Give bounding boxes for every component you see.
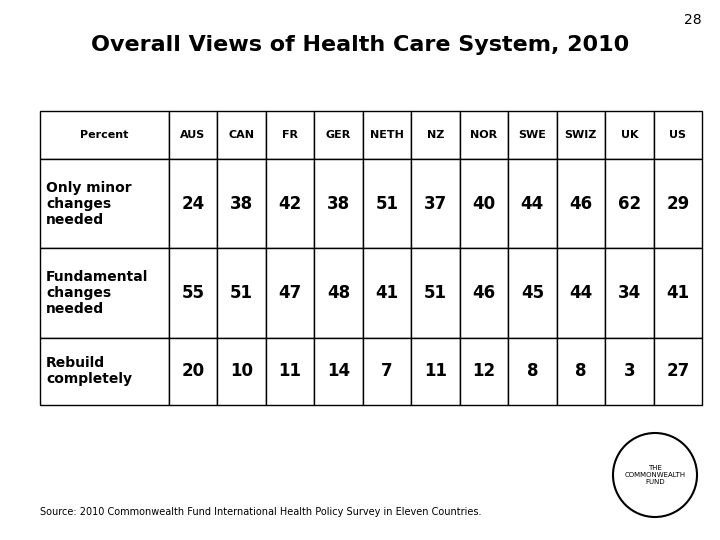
- Text: 41: 41: [375, 284, 398, 302]
- Text: 34: 34: [618, 284, 641, 302]
- Text: 3: 3: [624, 362, 635, 380]
- Text: 51: 51: [375, 195, 398, 213]
- Text: Rebuild
completely: Rebuild completely: [46, 356, 132, 386]
- Text: UK: UK: [621, 130, 638, 140]
- Text: FR: FR: [282, 130, 298, 140]
- Text: 46: 46: [570, 195, 593, 213]
- Text: 51: 51: [230, 284, 253, 302]
- Text: 41: 41: [666, 284, 689, 302]
- Text: 44: 44: [570, 284, 593, 302]
- Text: Overall Views of Health Care System, 2010: Overall Views of Health Care System, 201…: [91, 35, 629, 55]
- Text: 44: 44: [521, 195, 544, 213]
- Text: NETH: NETH: [370, 130, 404, 140]
- Text: AUS: AUS: [181, 130, 206, 140]
- Text: 45: 45: [521, 284, 544, 302]
- Text: Percent: Percent: [80, 130, 128, 140]
- Text: 40: 40: [472, 195, 495, 213]
- Text: 10: 10: [230, 362, 253, 380]
- Text: 14: 14: [327, 362, 350, 380]
- Text: THE
COMMONWEALTH
FUND: THE COMMONWEALTH FUND: [624, 464, 685, 485]
- Text: 28: 28: [685, 14, 702, 28]
- Text: 46: 46: [472, 284, 495, 302]
- Text: Only minor
changes
needed: Only minor changes needed: [46, 181, 132, 227]
- Text: Source: 2010 Commonwealth Fund International Health Policy Survey in Eleven Coun: Source: 2010 Commonwealth Fund Internati…: [40, 507, 481, 517]
- Text: 38: 38: [327, 195, 350, 213]
- Text: GER: GER: [326, 130, 351, 140]
- Text: 11: 11: [424, 362, 447, 380]
- Text: 11: 11: [279, 362, 302, 380]
- Text: 48: 48: [327, 284, 350, 302]
- Text: 37: 37: [424, 195, 447, 213]
- Text: 8: 8: [526, 362, 538, 380]
- Text: CAN: CAN: [228, 130, 254, 140]
- Text: SWE: SWE: [518, 130, 546, 140]
- Text: 20: 20: [181, 362, 204, 380]
- Text: SWIZ: SWIZ: [564, 130, 597, 140]
- Text: 51: 51: [424, 284, 447, 302]
- Text: 29: 29: [666, 195, 689, 213]
- Text: 62: 62: [618, 195, 641, 213]
- Text: 55: 55: [181, 284, 204, 302]
- Text: NOR: NOR: [470, 130, 498, 140]
- Text: 38: 38: [230, 195, 253, 213]
- Text: US: US: [670, 130, 686, 140]
- Text: 12: 12: [472, 362, 495, 380]
- Text: NZ: NZ: [427, 130, 444, 140]
- Text: Fundamental
changes
needed: Fundamental changes needed: [46, 270, 148, 316]
- Text: 8: 8: [575, 362, 587, 380]
- Text: 27: 27: [666, 362, 689, 380]
- Text: 7: 7: [381, 362, 392, 380]
- Text: 24: 24: [181, 195, 204, 213]
- Text: 47: 47: [279, 284, 302, 302]
- Text: 42: 42: [279, 195, 302, 213]
